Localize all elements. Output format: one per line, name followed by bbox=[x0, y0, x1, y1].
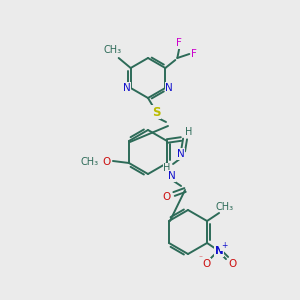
Text: F: F bbox=[191, 49, 197, 59]
Text: CH₃: CH₃ bbox=[216, 202, 234, 212]
Text: N: N bbox=[165, 83, 173, 93]
Text: ⁻: ⁻ bbox=[198, 254, 202, 262]
Text: CH₃: CH₃ bbox=[81, 157, 99, 167]
Text: H: H bbox=[164, 163, 171, 173]
Text: H: H bbox=[185, 127, 193, 137]
Text: O: O bbox=[162, 192, 170, 202]
Text: N: N bbox=[168, 171, 176, 181]
Text: CH₃: CH₃ bbox=[103, 45, 122, 55]
Text: N: N bbox=[215, 246, 224, 256]
Text: N: N bbox=[123, 83, 130, 93]
Text: O: O bbox=[202, 259, 210, 269]
Text: F: F bbox=[176, 38, 182, 48]
Text: S: S bbox=[152, 106, 160, 118]
Text: N: N bbox=[177, 149, 185, 159]
Text: O: O bbox=[228, 259, 236, 269]
Text: O: O bbox=[103, 157, 111, 167]
Text: +: + bbox=[221, 242, 227, 250]
